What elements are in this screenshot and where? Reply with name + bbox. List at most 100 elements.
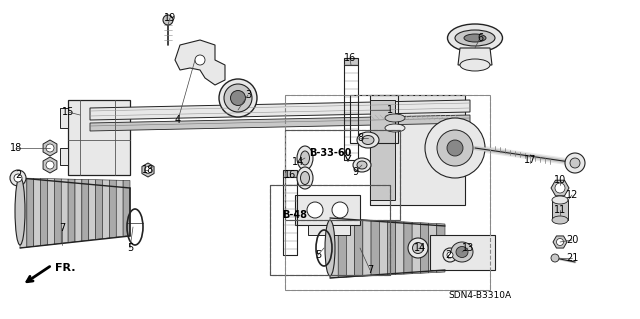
Ellipse shape <box>353 158 371 172</box>
Text: 4: 4 <box>175 115 181 125</box>
Ellipse shape <box>325 220 335 276</box>
Text: 2: 2 <box>15 170 21 180</box>
Text: 18: 18 <box>10 143 22 153</box>
Ellipse shape <box>230 91 246 106</box>
Polygon shape <box>109 180 116 238</box>
Polygon shape <box>370 95 465 205</box>
Ellipse shape <box>552 216 568 224</box>
Polygon shape <box>27 178 34 247</box>
Text: 13: 13 <box>462 243 474 253</box>
Circle shape <box>565 153 585 173</box>
Polygon shape <box>553 236 567 248</box>
Ellipse shape <box>224 84 252 112</box>
Polygon shape <box>330 218 338 278</box>
Bar <box>285 95 490 290</box>
Ellipse shape <box>297 146 313 170</box>
Ellipse shape <box>15 177 25 245</box>
Circle shape <box>551 254 559 262</box>
Polygon shape <box>363 220 371 276</box>
Polygon shape <box>34 178 40 247</box>
Polygon shape <box>20 178 27 248</box>
Text: 11: 11 <box>554 205 566 215</box>
Circle shape <box>437 130 473 166</box>
Polygon shape <box>82 179 89 241</box>
Polygon shape <box>371 220 380 276</box>
Polygon shape <box>346 219 355 277</box>
Ellipse shape <box>408 238 428 258</box>
Circle shape <box>307 202 323 218</box>
Polygon shape <box>338 219 346 278</box>
Ellipse shape <box>385 124 405 132</box>
Polygon shape <box>60 108 68 128</box>
Circle shape <box>332 202 348 218</box>
Polygon shape <box>412 222 420 274</box>
Text: SDN4-B3310A: SDN4-B3310A <box>449 291 511 300</box>
Polygon shape <box>396 221 404 275</box>
Ellipse shape <box>456 247 468 257</box>
Bar <box>285 130 400 220</box>
Bar <box>552 200 568 220</box>
Polygon shape <box>387 221 396 275</box>
Ellipse shape <box>301 172 310 184</box>
Text: FR.: FR. <box>55 263 76 273</box>
Polygon shape <box>308 225 350 235</box>
Text: 15: 15 <box>62 107 74 117</box>
Polygon shape <box>43 140 57 156</box>
Polygon shape <box>89 180 95 240</box>
Text: 2: 2 <box>445 250 451 260</box>
Circle shape <box>46 161 54 169</box>
Polygon shape <box>54 179 61 244</box>
Polygon shape <box>551 180 569 196</box>
Circle shape <box>447 140 463 156</box>
Text: 5: 5 <box>127 243 133 253</box>
Polygon shape <box>458 48 492 65</box>
Bar <box>350 95 398 143</box>
Polygon shape <box>116 180 123 237</box>
Text: 14: 14 <box>292 157 304 167</box>
Text: 16: 16 <box>344 53 356 63</box>
Circle shape <box>447 252 453 258</box>
Ellipse shape <box>362 136 374 145</box>
Text: B-33-60: B-33-60 <box>309 148 351 158</box>
Polygon shape <box>123 180 130 236</box>
Text: 8: 8 <box>357 133 363 143</box>
Circle shape <box>46 144 54 152</box>
Text: 6: 6 <box>477 33 483 43</box>
Polygon shape <box>68 100 130 175</box>
Text: 16: 16 <box>284 170 296 180</box>
Text: 9: 9 <box>352 167 358 177</box>
Polygon shape <box>95 180 102 239</box>
Polygon shape <box>370 100 395 200</box>
Circle shape <box>570 158 580 168</box>
Ellipse shape <box>357 132 379 148</box>
Polygon shape <box>40 178 47 246</box>
Polygon shape <box>61 179 68 243</box>
Text: 19: 19 <box>164 13 176 23</box>
Text: 21: 21 <box>566 253 578 263</box>
Circle shape <box>425 118 485 178</box>
Circle shape <box>443 248 457 262</box>
Text: 17: 17 <box>524 155 536 165</box>
Text: 3: 3 <box>245 90 251 100</box>
Ellipse shape <box>219 79 257 117</box>
Polygon shape <box>430 235 495 270</box>
Polygon shape <box>75 179 82 242</box>
Polygon shape <box>420 223 429 273</box>
Polygon shape <box>380 220 387 275</box>
Text: 5: 5 <box>315 250 321 260</box>
Circle shape <box>555 183 565 193</box>
Text: 12: 12 <box>566 190 578 200</box>
Bar <box>285 95 490 290</box>
Polygon shape <box>404 222 412 274</box>
Polygon shape <box>344 58 358 65</box>
Ellipse shape <box>460 59 490 71</box>
Circle shape <box>145 167 152 174</box>
Ellipse shape <box>385 114 405 122</box>
Ellipse shape <box>447 24 502 52</box>
Polygon shape <box>295 195 360 225</box>
Bar <box>270 185 390 275</box>
Ellipse shape <box>297 167 313 189</box>
Text: 18: 18 <box>142 165 154 175</box>
Ellipse shape <box>357 161 367 169</box>
Polygon shape <box>90 115 470 131</box>
